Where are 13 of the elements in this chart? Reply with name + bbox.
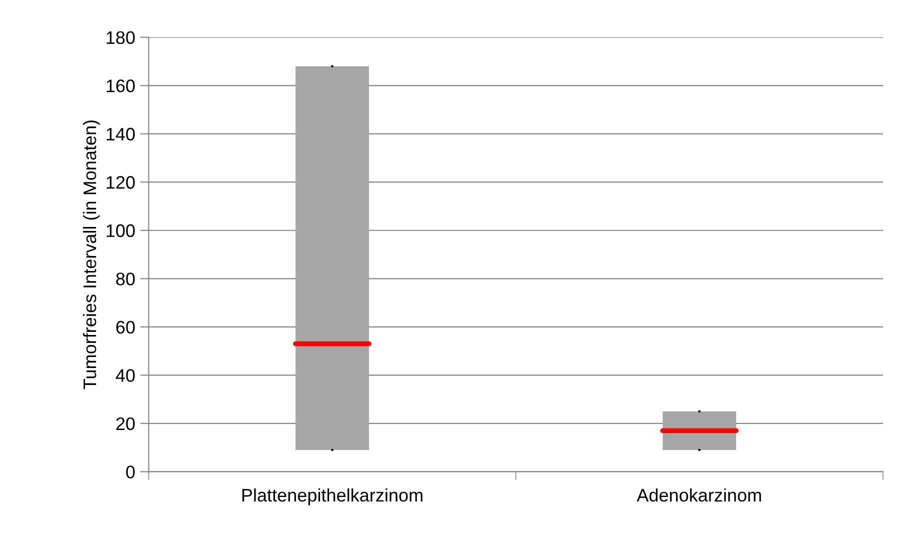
x-tick-label: Adenokarzinom bbox=[636, 488, 761, 502]
y-axis-title: Tumorfreies Intervall (in Monaten) bbox=[82, 120, 100, 390]
x-tick-label: Plattenepithelkarzinom bbox=[242, 488, 422, 506]
y-tick-label: 180 bbox=[106, 31, 135, 44]
y-tick-label: 40 bbox=[116, 369, 135, 382]
y-tick-label: 100 bbox=[106, 224, 135, 238]
y-tick-label: 0 bbox=[126, 466, 135, 478]
y-tick-label: 80 bbox=[116, 272, 135, 286]
y-tick-label: 60 bbox=[116, 320, 135, 334]
y-tick-label: 160 bbox=[106, 80, 135, 92]
y-tick-label: 120 bbox=[106, 176, 135, 189]
y-tick-label: 140 bbox=[106, 128, 135, 141]
y-tick-label: 20 bbox=[116, 417, 135, 430]
